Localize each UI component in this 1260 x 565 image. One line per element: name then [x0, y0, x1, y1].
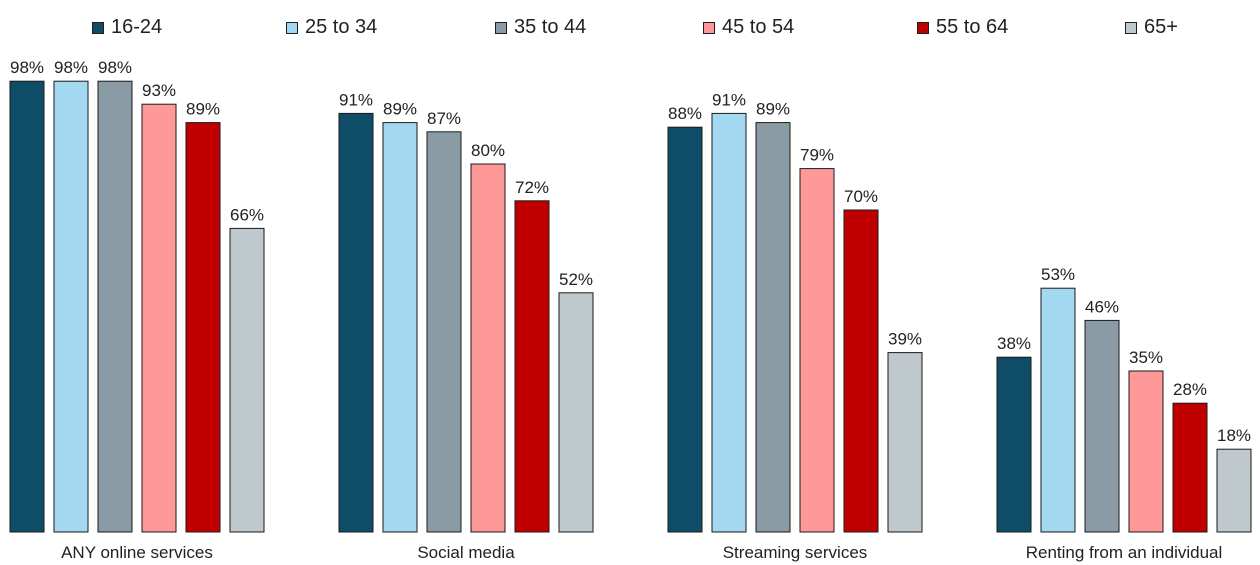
legend-swatch-55-64	[917, 21, 929, 34]
legend-label-35-44: 35 to 44	[514, 16, 587, 38]
legend-label-65-plus: 65+	[1144, 16, 1178, 38]
legend-swatch-35-44	[495, 21, 507, 34]
bar-value-label-1-5: 52%	[559, 270, 593, 289]
bar-3-0	[996, 356, 1032, 533]
bar-value-label-1-4: 72%	[515, 178, 549, 197]
bar-value-label-3-3: 35%	[1129, 348, 1163, 367]
bar-1-0	[338, 112, 374, 533]
category-label-2: Streaming services	[723, 543, 868, 562]
bar-2-2	[755, 122, 791, 533]
bar-2-0	[667, 126, 703, 533]
bar-value-label-2-5: 39%	[888, 330, 922, 349]
bar-value-label-2-3: 79%	[800, 146, 834, 165]
legend: 16-24 25 to 34 35 to 44 45 to 54 55 to 6…	[0, 16, 1260, 40]
bar-2-4	[843, 209, 879, 533]
bar-value-label-2-2: 89%	[756, 100, 790, 119]
bar-value-label-2-1: 91%	[712, 90, 746, 109]
bar-value-label-3-4: 28%	[1173, 380, 1207, 399]
category-label-0: ANY online services	[61, 543, 213, 562]
bar-1-4	[514, 200, 550, 533]
bar-value-label-0-5: 66%	[230, 205, 264, 224]
bar-value-label-1-1: 89%	[383, 100, 417, 119]
bar-0-5	[229, 227, 265, 533]
bar-value-label-1-0: 91%	[339, 90, 373, 109]
bar-0-1	[53, 80, 89, 533]
bar-3-4	[1172, 402, 1208, 533]
bar-2-5	[887, 352, 923, 533]
bar-value-label-3-1: 53%	[1041, 265, 1075, 284]
bar-value-label-3-0: 38%	[997, 334, 1031, 353]
bar-value-label-0-3: 93%	[142, 81, 176, 100]
bar-0-3	[141, 103, 177, 533]
category-label-3: Renting from an individual	[1026, 543, 1223, 562]
bar-labels-layer: 98% 98% 98% 93% 89% 66% 91% 89% 87% 80% 72% 52% 88% 9…	[10, 58, 1251, 445]
bar-0-4	[185, 122, 221, 533]
legend-swatch-45-54	[703, 21, 715, 34]
bar-value-label-0-0: 98%	[10, 58, 44, 77]
category-labels-layer: ANY online services Social media Streaming…	[61, 543, 1222, 562]
bar-1-1	[382, 122, 418, 533]
bar-3-5	[1216, 448, 1252, 533]
category-label-1: Social media	[417, 543, 515, 562]
bar-1-5	[558, 292, 594, 533]
legend-swatch-65-plus	[1125, 21, 1137, 34]
bar-value-label-0-1: 98%	[54, 58, 88, 77]
legend-label-45-54: 45 to 54	[722, 16, 795, 38]
legend-label-55-64: 55 to 64	[936, 16, 1009, 38]
bar-3-1	[1040, 287, 1076, 533]
legend-item-16-24: 16-24	[92, 16, 162, 39]
bar-value-label-1-2: 87%	[427, 109, 461, 128]
bar-value-label-0-2: 98%	[98, 58, 132, 77]
bar-3-2	[1084, 319, 1120, 533]
bar-1-3	[470, 163, 506, 533]
legend-item-55-64: 55 to 64	[917, 16, 1008, 39]
legend-item-65-plus: 65+	[1125, 16, 1178, 39]
legend-swatch-25-34	[286, 21, 298, 34]
bar-value-label-2-4: 70%	[844, 187, 878, 206]
bar-0-2	[97, 80, 133, 533]
legend-item-25-34: 25 to 34	[286, 16, 377, 39]
bars-layer	[9, 80, 1252, 533]
bar-0-0	[9, 80, 45, 533]
legend-item-45-54: 45 to 54	[703, 16, 794, 39]
bar-2-3	[799, 168, 835, 533]
bar-value-label-1-3: 80%	[471, 141, 505, 160]
bar-1-2	[426, 131, 462, 533]
bar-value-label-0-4: 89%	[186, 100, 220, 119]
legend-label-25-34: 25 to 34	[305, 16, 378, 38]
bar-value-label-3-2: 46%	[1085, 297, 1119, 316]
legend-item-35-44: 35 to 44	[495, 16, 586, 39]
bar-value-label-3-5: 18%	[1217, 426, 1251, 445]
bar-value-label-2-0: 88%	[668, 104, 702, 123]
bar-3-3	[1128, 370, 1164, 533]
legend-label-16-24: 16-24	[111, 16, 163, 38]
bar-2-1	[711, 112, 747, 533]
legend-swatch-16-24	[92, 21, 104, 34]
